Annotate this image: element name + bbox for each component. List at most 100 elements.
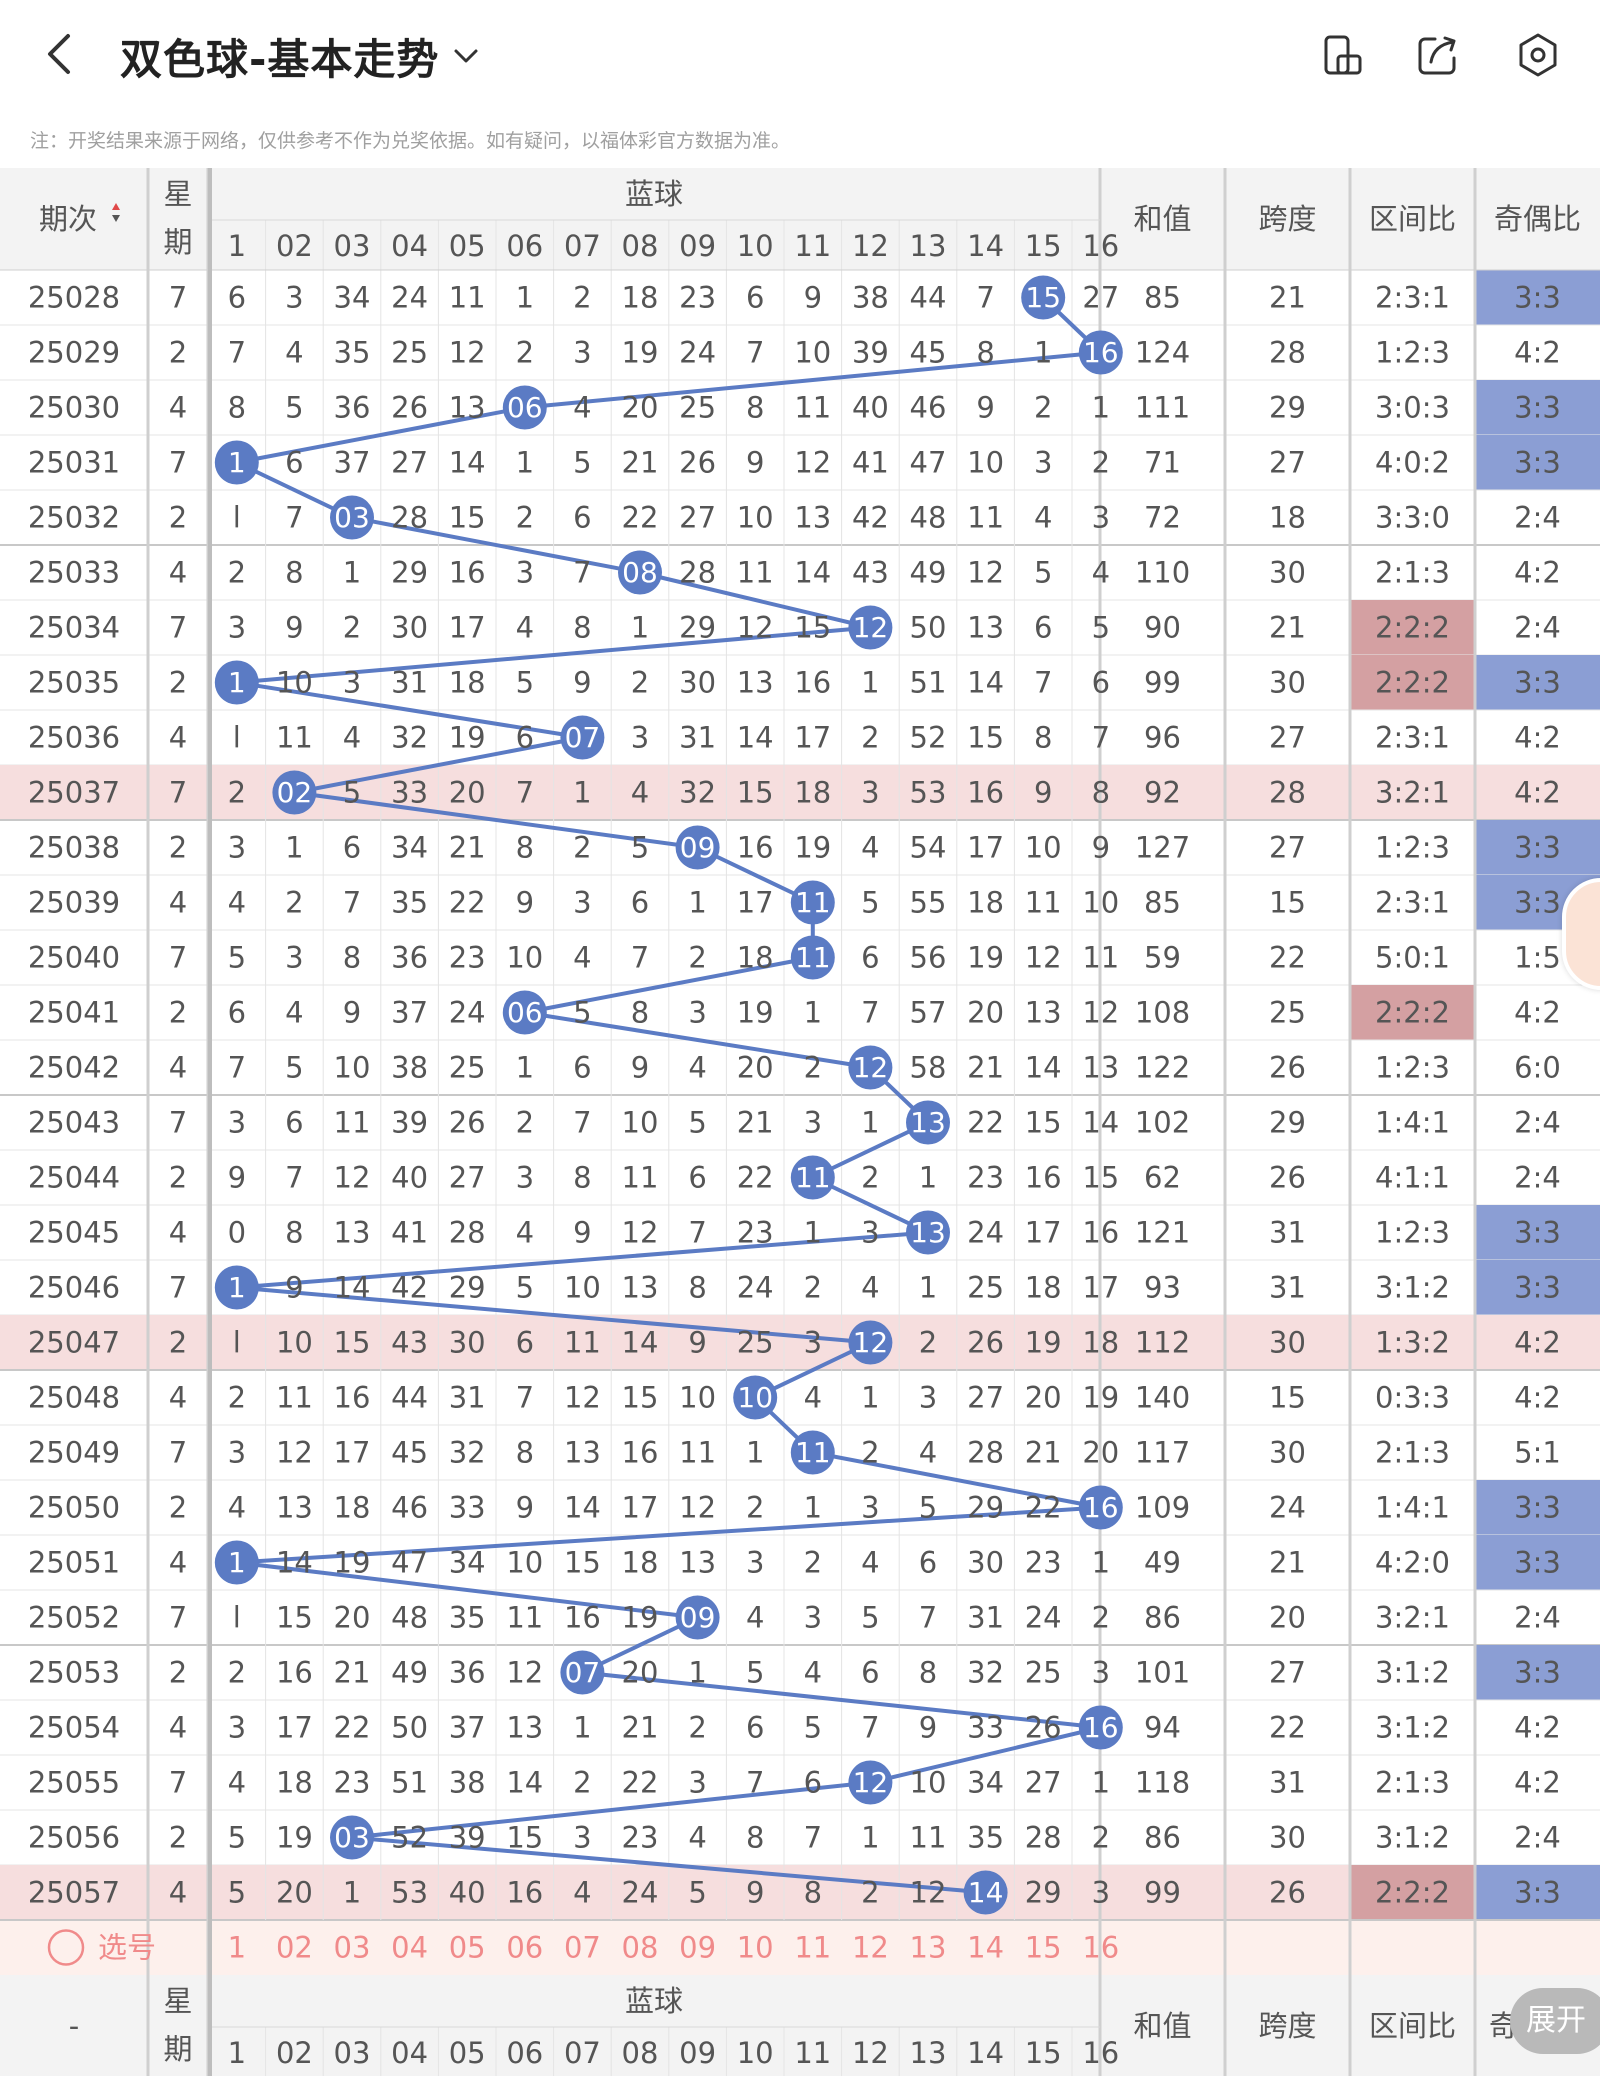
select-number-15[interactable]: 15 <box>1025 1931 1062 1965</box>
miss-count: 4 <box>516 1216 534 1250</box>
page-title[interactable]: 双色球-基本走势 <box>120 35 440 84</box>
miss-count: l <box>233 1326 241 1360</box>
weekday: 4 <box>169 1711 187 1745</box>
select-number-12[interactable]: 12 <box>852 1931 889 1965</box>
miss-count: 38 <box>391 1051 428 1085</box>
range-ratio: 2:2:2 <box>1375 1876 1450 1910</box>
miss-count: 45 <box>910 336 947 370</box>
odd-even-highlight <box>1475 270 1600 325</box>
select-radio[interactable] <box>47 1929 85 1966</box>
select-number-03[interactable]: 03 <box>334 1931 371 1965</box>
range-ratio: 2:1:3 <box>1375 1436 1450 1470</box>
miss-count: 7 <box>228 1051 246 1085</box>
issue-number: 25046 <box>28 1271 120 1305</box>
header-odd-even: 奇偶比 <box>1494 202 1581 236</box>
odd-even-ratio: 1:5 <box>1514 941 1561 975</box>
select-number-05[interactable]: 05 <box>449 1931 486 1965</box>
blue-ball-number: 12 <box>853 611 889 644</box>
miss-count: 48 <box>391 1601 428 1635</box>
range-ratio: 3:1:2 <box>1375 1656 1450 1690</box>
miss-count: 3 <box>228 1436 246 1470</box>
chevron-down-icon[interactable] <box>446 36 486 76</box>
miss-count: 2 <box>1092 1601 1110 1635</box>
miss-count: 23 <box>449 941 486 975</box>
footer-number-06: 06 <box>506 2036 543 2070</box>
weekday: 2 <box>169 501 187 535</box>
select-number-09[interactable]: 09 <box>679 1931 716 1965</box>
sum-value: 111 <box>1135 391 1190 425</box>
miss-count: 53 <box>391 1876 428 1910</box>
odd-even-ratio: 3:3 <box>1514 1546 1561 1580</box>
weekday: 2 <box>169 1821 187 1855</box>
miss-count: 6 <box>919 1546 937 1580</box>
range-ratio: 2:3:1 <box>1375 281 1450 315</box>
miss-count: 4 <box>573 391 591 425</box>
select-number-16[interactable]: 16 <box>1082 1931 1119 1965</box>
select-number-07[interactable]: 07 <box>564 1931 601 1965</box>
back-arrow-icon[interactable] <box>36 28 88 80</box>
miss-count: 32 <box>449 1436 486 1470</box>
blue-ball <box>1078 1485 1123 1530</box>
share-icon[interactable] <box>1413 30 1463 80</box>
select-number-08[interactable]: 08 <box>622 1931 659 1965</box>
miss-count: 21 <box>622 446 659 480</box>
expand-button[interactable]: 展开 <box>1510 1988 1600 2054</box>
miss-count: 5 <box>343 776 361 810</box>
trend-table: 期次星期蓝球1 02 03 04 05 06 07 08 09 10 11 12 13 14 15 16和值跨… <box>0 168 1600 2076</box>
span-value: 22 <box>1269 941 1306 975</box>
blue-ball <box>502 990 547 1035</box>
miss-count: 30 <box>391 611 428 645</box>
span-value: 27 <box>1269 446 1306 480</box>
footer-sum: 和值 <box>1133 2009 1191 2043</box>
select-number-06[interactable]: 06 <box>506 1931 543 1965</box>
miss-count: 9 <box>573 666 591 700</box>
miss-count: 14 <box>794 556 831 590</box>
miss-count: 3 <box>1092 1656 1110 1690</box>
miss-count: 44 <box>391 1381 428 1415</box>
select-number-11[interactable]: 11 <box>794 1931 831 1965</box>
miss-count: 39 <box>391 1106 428 1140</box>
miss-count: 26 <box>391 391 428 425</box>
miss-count: 15 <box>794 611 831 645</box>
miss-count: 31 <box>391 666 428 700</box>
issue-number: 25031 <box>28 446 120 480</box>
blue-ball-number: 03 <box>334 1821 370 1854</box>
header-number-04: 04 <box>391 229 428 263</box>
blue-ball-number: 12 <box>853 1051 889 1084</box>
select-number-13[interactable]: 13 <box>910 1931 947 1965</box>
miss-count: 4 <box>861 831 879 865</box>
miss-count: 5 <box>516 1271 534 1305</box>
miss-count: 2 <box>516 1106 534 1140</box>
select-number-04[interactable]: 04 <box>391 1931 428 1965</box>
miss-count: 2 <box>746 1491 764 1525</box>
sort-down-icon[interactable] <box>112 215 120 222</box>
select-number-10[interactable]: 10 <box>737 1931 774 1965</box>
miss-count: 1 <box>804 996 822 1030</box>
blue-ball <box>618 550 662 595</box>
miss-count: 57 <box>910 996 947 1030</box>
miss-count: 2 <box>573 1766 591 1800</box>
odd-even-ratio: 3:3 <box>1514 666 1561 700</box>
select-number-14[interactable]: 14 <box>967 1931 1004 1965</box>
miss-count: 1 <box>573 1711 591 1745</box>
select-number-02[interactable]: 02 <box>276 1931 313 1965</box>
miss-count: 58 <box>910 1051 947 1085</box>
miss-count: 27 <box>967 1381 1004 1415</box>
sort-up-icon[interactable] <box>112 203 120 210</box>
blue-ball-number: 1 <box>228 666 246 699</box>
issue-number: 25048 <box>28 1381 120 1415</box>
miss-count: 16 <box>334 1381 371 1415</box>
miss-count: 35 <box>967 1821 1004 1855</box>
miss-count: 12 <box>967 556 1004 590</box>
weekday: 7 <box>169 1766 187 1800</box>
odd-even-ratio: 2:4 <box>1514 1161 1561 1195</box>
settings-hexagon-icon[interactable] <box>1513 30 1563 80</box>
miss-count: 24 <box>449 996 486 1030</box>
phone-rotate-icon[interactable] <box>1318 30 1368 80</box>
span-value: 21 <box>1269 1546 1306 1580</box>
miss-count: 9 <box>343 996 361 1030</box>
miss-count: 2 <box>228 556 246 590</box>
header-number-02: 02 <box>276 229 313 263</box>
select-number-1[interactable]: 1 <box>228 1931 246 1965</box>
miss-count: 9 <box>516 1491 534 1525</box>
